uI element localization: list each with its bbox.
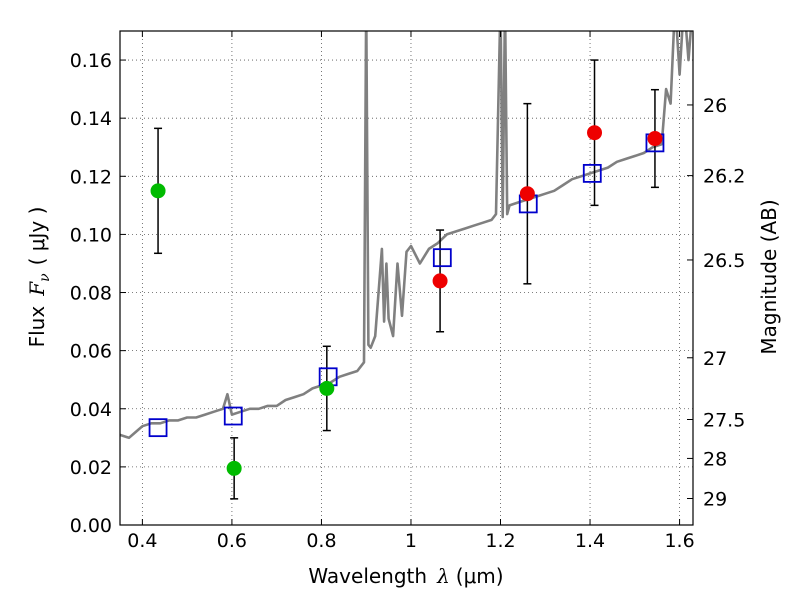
red-point-marker — [647, 131, 663, 147]
y-tick-label: 0.16 — [70, 50, 112, 72]
y2-tick-label: 28 — [703, 448, 727, 470]
y2-tick-label: 26.5 — [703, 250, 745, 272]
marker-layer — [148, 125, 665, 476]
y2-tick-label: 29 — [703, 488, 727, 510]
y2-tick-label: 27.5 — [703, 409, 745, 431]
x-tick-label: 0.6 — [217, 530, 247, 552]
model-square-marker — [148, 418, 168, 438]
x-tick-label: 1.4 — [575, 530, 605, 552]
y2-tick-label: 27 — [703, 348, 727, 370]
plot-frame — [119, 30, 694, 526]
y-tick-label: 0.04 — [70, 399, 112, 421]
red-point-marker — [587, 125, 603, 141]
red-point-marker — [519, 186, 535, 202]
secondary-y-axis-label: Magnitude (AB) — [757, 199, 781, 354]
y-axis-label-prefix: Flux — [25, 306, 49, 348]
x-tick-label: 1 — [405, 530, 417, 552]
y-axis-label: Flux Fν ( μJy ) — [25, 207, 53, 348]
green-point-marker — [226, 460, 242, 476]
x-tick-label: 1.6 — [664, 530, 694, 552]
y-tick-label: 0.12 — [70, 166, 112, 188]
model-square-marker — [582, 163, 602, 183]
y2-tick-label: 26 — [703, 95, 727, 117]
y-tick-label: 0.14 — [70, 108, 112, 130]
errorbar-layer — [154, 59, 659, 500]
y-axis-label-unit: ( μJy ) — [25, 207, 49, 266]
spectrum-layer — [120, 31, 693, 440]
x-tick-label: 1.2 — [485, 530, 515, 552]
y-tick-label: 0.06 — [70, 341, 112, 363]
x-tick-label: 0.8 — [306, 530, 336, 552]
y-tick-label: 0.08 — [70, 283, 112, 305]
x-axis-label-unit: (μm) — [456, 564, 504, 588]
y-tick-label: 0.00 — [70, 515, 112, 537]
y-axis-label-subscript: ν — [37, 273, 53, 282]
model-square-marker — [223, 406, 243, 426]
y-tick-label: 0.02 — [70, 457, 112, 479]
spectrum-line — [120, 31, 693, 440]
y-axis-label-symbol: F — [25, 281, 49, 297]
model-square-marker — [432, 248, 452, 268]
x-axis-label-symbol: λ — [436, 564, 450, 588]
green-point-marker — [150, 183, 166, 199]
y-tick-label: 0.10 — [70, 224, 112, 246]
green-point-marker — [319, 380, 335, 396]
x-axis-label: Wavelength λ (μm) — [308, 564, 503, 588]
grid — [120, 31, 693, 525]
x-tick-label: 0.4 — [127, 530, 157, 552]
red-point-marker — [432, 273, 448, 289]
y2-tick-label: 26.2 — [703, 166, 745, 188]
tick-layer: 0.4 0.6 0.8 1 1.2 1.4 1.6 0.00 0.02 0.04 0.06 0.08 0… — [70, 31, 745, 552]
x-axis-label-prefix: Wavelength — [308, 564, 427, 588]
